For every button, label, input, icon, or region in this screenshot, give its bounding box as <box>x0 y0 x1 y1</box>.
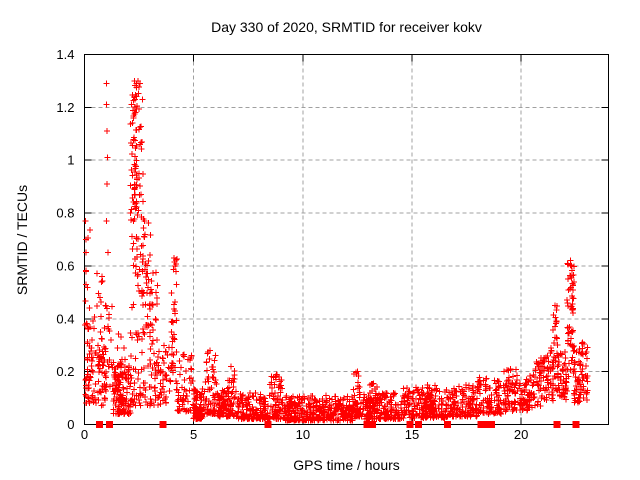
chart-title: Day 330 of 2020, SRMTID for receiver kok… <box>211 19 482 35</box>
x-tick-label: 20 <box>514 427 528 442</box>
y-tick-label: 1 <box>67 153 74 168</box>
x-axis-label: GPS time / hours <box>293 457 400 473</box>
grid-lines <box>84 54 609 425</box>
plot-frame <box>84 54 609 425</box>
scatter-points <box>82 77 591 424</box>
x-tick-label: 10 <box>296 427 310 442</box>
y-tick-label: 0.2 <box>56 364 74 379</box>
x-tick-label: 0 <box>81 427 88 442</box>
gap-marker-squares <box>96 421 580 428</box>
x-tick-label: 15 <box>405 427 419 442</box>
axis-tick-marks <box>84 54 609 425</box>
y-tick-label: 0.6 <box>56 258 74 273</box>
y-tick-label: 1.4 <box>56 47 74 62</box>
y-tick-label: 1.2 <box>56 100 74 115</box>
y-tick-label: 0.4 <box>56 311 74 326</box>
x-tick-label: 5 <box>190 427 197 442</box>
y-tick-label: 0 <box>67 417 74 432</box>
y-tick-label: 0.8 <box>56 206 74 221</box>
